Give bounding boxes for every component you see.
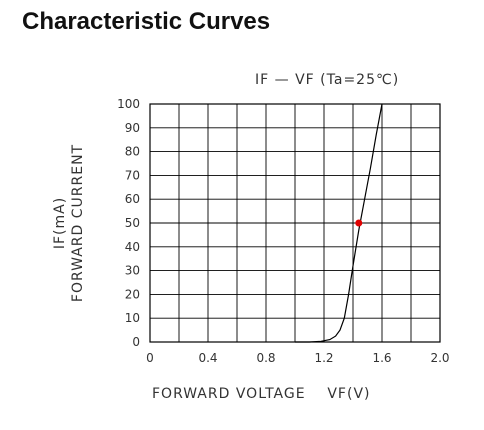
page-heading: Characteristic Curves xyxy=(22,8,271,35)
x-tick-label: 2.0 xyxy=(430,351,449,365)
y-tick-labels: 0 10 20 30 40 50 60 70 80 90 100 xyxy=(117,97,140,349)
y-tick-label: 40 xyxy=(125,240,140,254)
x-tick-labels: 0 0.4 0.8 1.2 1.6 2.0 xyxy=(146,351,449,365)
x-tick-label: 1.2 xyxy=(314,351,333,365)
y-tick-label: 50 xyxy=(125,216,140,230)
y-tick-label: 80 xyxy=(125,145,140,159)
y-tick-label: 70 xyxy=(125,168,140,182)
y-tick-label: 20 xyxy=(125,287,140,301)
horizontal-grid xyxy=(150,127,440,319)
forward-current-curve xyxy=(295,103,383,343)
y-axis-title-line2: FORWARD CURRENT xyxy=(70,144,86,302)
y-tick-label: 90 xyxy=(125,121,140,135)
x-tick-label: 0 xyxy=(146,351,154,365)
y-axis-title-line1: IF(mA) xyxy=(52,197,68,249)
x-tick-label: 1.6 xyxy=(372,351,391,365)
x-tick-label: 0.4 xyxy=(198,351,217,365)
y-tick-label: 0 xyxy=(132,335,140,349)
y-tick-label: 100 xyxy=(117,97,140,111)
x-axis-title: FORWARD VOLTAGE VF(V) xyxy=(152,386,371,402)
y-tick-label: 30 xyxy=(125,264,140,278)
operating-point-marker xyxy=(355,219,363,227)
chart-title: IF — VF (Ta=25℃) xyxy=(255,72,399,88)
y-tick-label: 60 xyxy=(125,192,140,206)
y-tick-label: 10 xyxy=(125,311,140,325)
x-tick-label: 0.8 xyxy=(256,351,275,365)
